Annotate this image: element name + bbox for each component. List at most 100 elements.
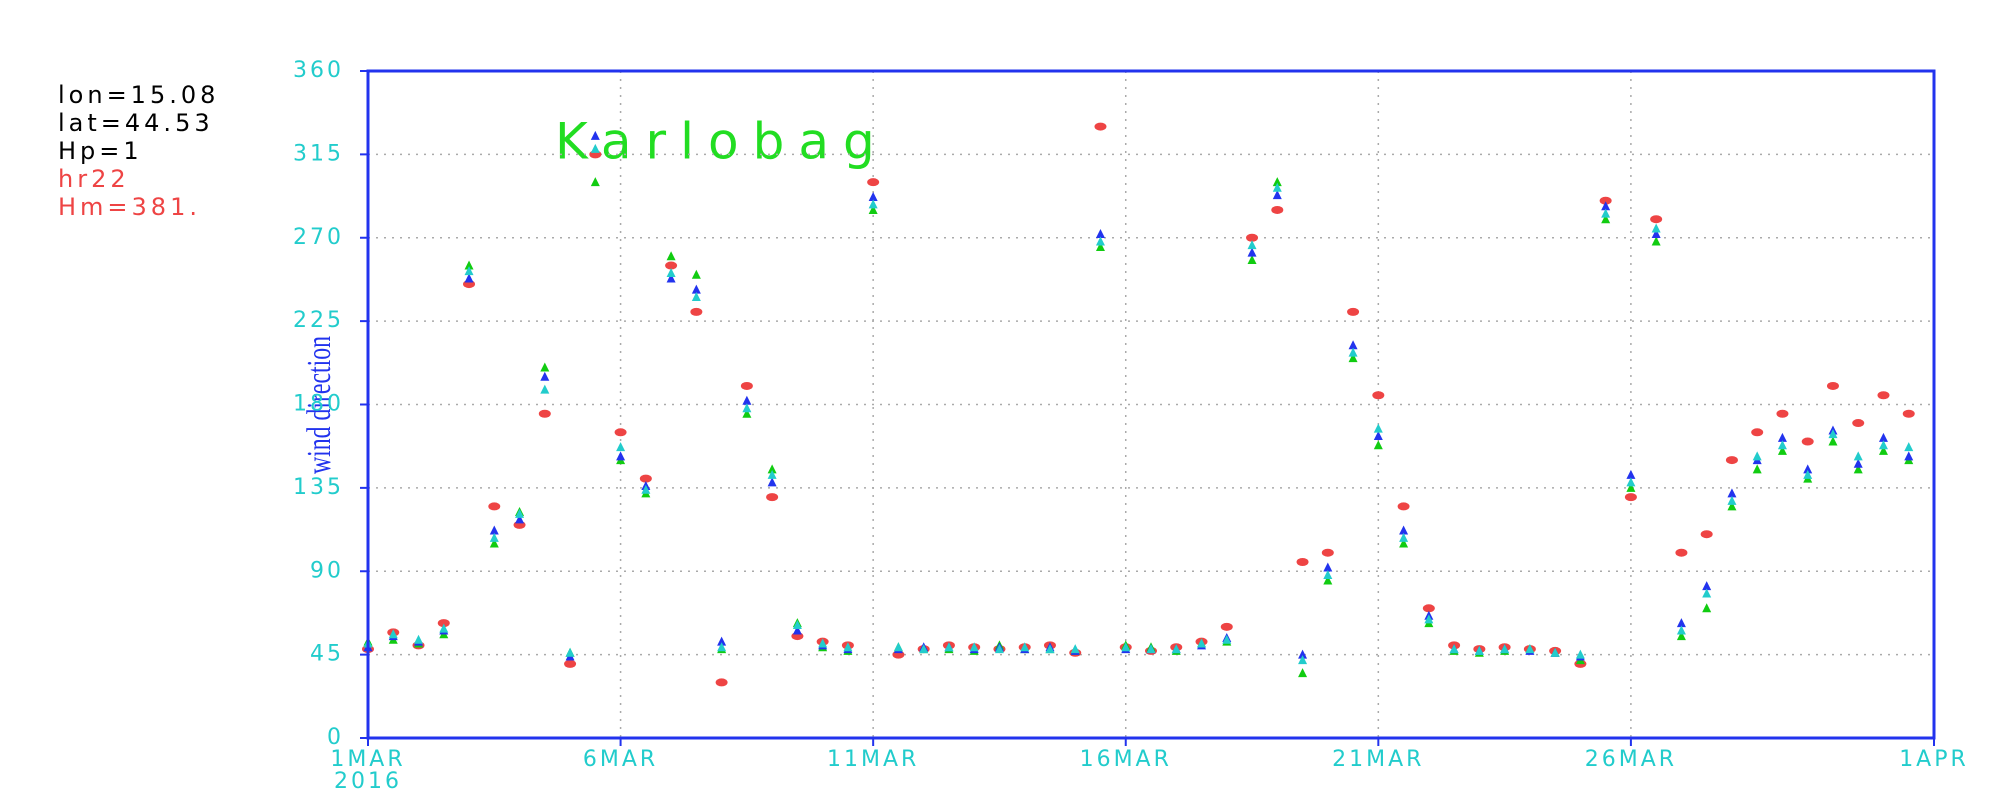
point bbox=[540, 384, 550, 394]
x-tick-label: 1MAR bbox=[330, 747, 405, 772]
point bbox=[1675, 548, 1688, 557]
x-sublabel: 2016 bbox=[334, 769, 402, 794]
point bbox=[1298, 655, 1308, 665]
point bbox=[489, 538, 499, 548]
point bbox=[540, 362, 550, 372]
point bbox=[1247, 254, 1257, 264]
point bbox=[1776, 409, 1789, 418]
y-tick-label: 315 bbox=[293, 141, 344, 166]
point bbox=[1852, 419, 1865, 428]
point bbox=[1777, 440, 1787, 450]
y-tick-label: 90 bbox=[310, 558, 344, 583]
y-tick-label: 360 bbox=[293, 58, 344, 83]
point bbox=[893, 642, 903, 652]
y-tick-label: 225 bbox=[293, 308, 344, 333]
point bbox=[1474, 645, 1484, 655]
point bbox=[1323, 569, 1333, 579]
point bbox=[1853, 451, 1863, 461]
y-axis-label: wind direction bbox=[301, 336, 338, 474]
point bbox=[1272, 177, 1282, 187]
point bbox=[1803, 469, 1813, 479]
point bbox=[1601, 201, 1611, 211]
point bbox=[1525, 644, 1535, 654]
annotation: Hm=381. bbox=[58, 193, 201, 221]
annotation: lon=15.08 bbox=[58, 81, 219, 109]
point bbox=[1146, 644, 1156, 654]
point bbox=[1575, 649, 1585, 659]
point bbox=[614, 428, 627, 437]
point bbox=[1272, 182, 1282, 192]
point bbox=[489, 525, 499, 535]
point bbox=[742, 395, 752, 405]
point bbox=[641, 484, 651, 494]
point bbox=[1651, 236, 1661, 246]
point bbox=[488, 502, 501, 511]
point bbox=[489, 532, 499, 542]
annotation: lat=44.53 bbox=[58, 109, 214, 137]
point bbox=[740, 381, 753, 390]
point bbox=[767, 469, 777, 479]
point bbox=[564, 659, 577, 668]
point bbox=[1702, 581, 1712, 591]
point bbox=[1348, 340, 1358, 350]
point bbox=[1752, 464, 1762, 474]
point bbox=[1373, 430, 1383, 440]
point bbox=[1550, 647, 1560, 657]
point bbox=[538, 409, 551, 418]
point bbox=[1296, 557, 1309, 566]
point bbox=[742, 403, 752, 413]
point bbox=[1298, 649, 1308, 659]
point bbox=[1601, 208, 1611, 218]
point bbox=[1599, 196, 1612, 205]
point bbox=[1220, 622, 1233, 631]
point bbox=[1626, 482, 1636, 492]
point bbox=[1702, 603, 1712, 613]
x-tick-label: 1APR bbox=[1899, 747, 1969, 772]
plot-frame bbox=[366, 69, 1936, 740]
point bbox=[1271, 205, 1284, 214]
y-tick-label: 135 bbox=[293, 475, 344, 500]
point bbox=[818, 638, 828, 648]
point bbox=[639, 474, 652, 483]
point bbox=[1626, 477, 1636, 487]
point bbox=[1904, 451, 1914, 461]
point bbox=[1877, 391, 1890, 400]
point bbox=[1323, 562, 1333, 572]
point bbox=[1347, 307, 1360, 316]
point bbox=[1246, 233, 1259, 242]
annotation: Hp=1 bbox=[58, 137, 143, 165]
y-tick-label: 180 bbox=[293, 392, 344, 417]
point bbox=[767, 477, 777, 487]
point bbox=[717, 636, 727, 646]
point bbox=[616, 442, 626, 452]
point bbox=[1725, 456, 1738, 465]
point bbox=[1197, 638, 1207, 648]
point bbox=[1348, 353, 1358, 363]
point bbox=[1902, 409, 1915, 418]
point bbox=[868, 199, 878, 209]
point bbox=[1373, 423, 1383, 433]
point bbox=[1095, 229, 1105, 239]
point bbox=[1904, 442, 1914, 452]
point bbox=[1702, 588, 1712, 598]
point bbox=[1171, 644, 1181, 654]
point bbox=[1247, 247, 1257, 257]
point bbox=[1095, 242, 1105, 252]
y-tick-label: 270 bbox=[293, 225, 344, 250]
point bbox=[1323, 575, 1333, 585]
point bbox=[1094, 122, 1107, 131]
point bbox=[665, 261, 678, 270]
point bbox=[792, 619, 802, 629]
point bbox=[1399, 532, 1409, 542]
point bbox=[1803, 464, 1813, 474]
point bbox=[867, 178, 880, 187]
point bbox=[1727, 495, 1737, 505]
point bbox=[1853, 464, 1863, 474]
point bbox=[1020, 642, 1030, 652]
point bbox=[1601, 214, 1611, 224]
point bbox=[1070, 644, 1080, 654]
point bbox=[1045, 644, 1055, 654]
point bbox=[1298, 668, 1308, 678]
